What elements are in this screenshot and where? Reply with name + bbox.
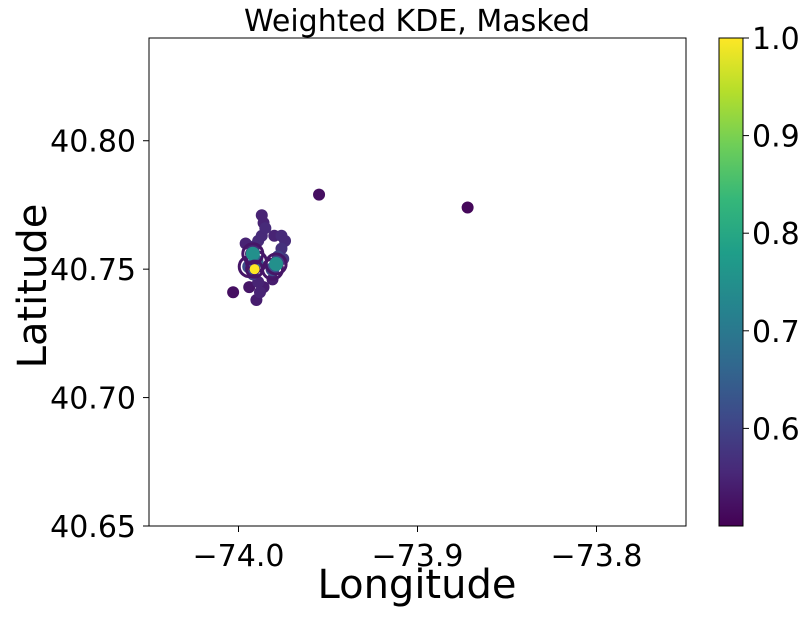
kde-point	[243, 281, 256, 294]
y-tick-label: 40.65	[50, 510, 136, 545]
kde-contour	[245, 259, 265, 279]
kde-contour	[264, 252, 288, 276]
y-tick-label: 40.70	[50, 382, 136, 417]
colorbar-tick-label: 0.6	[752, 412, 800, 447]
x-tick-label: −73.9	[372, 539, 464, 574]
y-axis: 40.65 40.70 40.75 40.80	[50, 125, 149, 545]
kde-point	[249, 264, 260, 275]
x-axis-label: Longitude	[318, 562, 517, 608]
kde-point	[259, 222, 272, 235]
y-tick-label: 40.75	[50, 253, 136, 288]
kde-contour	[241, 242, 265, 266]
kde-point	[227, 286, 240, 299]
kde-point	[269, 257, 284, 272]
plot-area	[149, 38, 686, 526]
colorbar-tick-label: 0.8	[752, 217, 800, 252]
x-axis: −74.0 −73.9 −73.8	[193, 526, 643, 574]
colorbar-tick-label: 1.0	[752, 22, 800, 57]
colorbar	[718, 37, 744, 527]
x-tick-label: −74.0	[193, 539, 285, 574]
y-tick-label: 40.80	[50, 125, 136, 160]
kde-point	[253, 286, 266, 299]
colorbar-ticks: 0.6 0.7 0.8 0.9 1.0	[743, 22, 800, 447]
kde-point	[461, 201, 474, 214]
kde-point	[245, 246, 260, 261]
y-axis-label: Latitude	[10, 204, 56, 369]
kde-point	[313, 188, 326, 201]
chart-title: Weighted KDE, Masked	[244, 4, 590, 39]
kde-density-layer	[227, 188, 474, 306]
colorbar-tick-label: 0.7	[752, 315, 800, 350]
colorbar-tick-label: 0.9	[752, 120, 800, 155]
x-tick-label: −73.8	[551, 539, 643, 574]
